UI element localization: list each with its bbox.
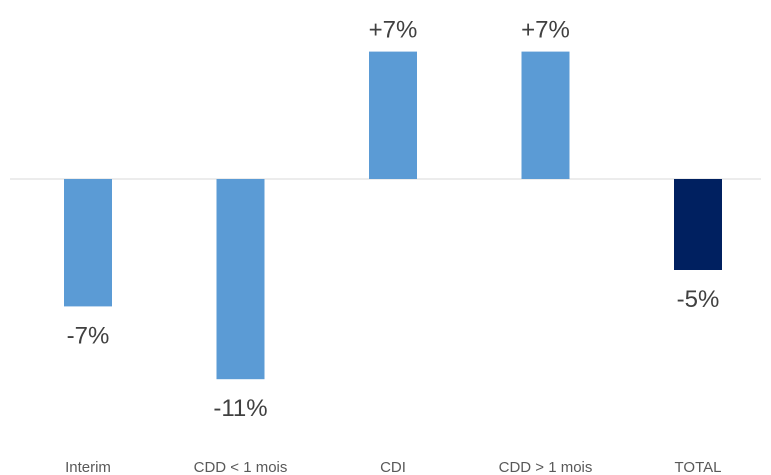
bar-cdi xyxy=(369,51,417,179)
data-label-interim: -7% xyxy=(67,322,110,349)
category-labels-group: Interim CDD < 1 mois CDI CDD > 1 mois TOTAL xyxy=(65,459,721,475)
data-label-cdd-1-mois: -11% xyxy=(213,395,267,422)
data-label-cdd-1-mois: +7% xyxy=(521,17,570,44)
category-label-cdi: CDI xyxy=(380,459,406,475)
category-label-cdd-1-mois: CDD < 1 mois xyxy=(194,459,288,475)
category-label-cdd-1-mois: CDD > 1 mois xyxy=(499,459,593,475)
bar-interim xyxy=(64,179,112,307)
bar-cdd-1-mois xyxy=(216,179,265,380)
category-label-interim: Interim xyxy=(65,459,111,475)
data-label-cdi: +7% xyxy=(369,17,418,44)
data-labels-group: -7% -11% +7% +7% -5% xyxy=(67,17,720,423)
category-label-total: TOTAL xyxy=(675,459,722,475)
bar-cdd-1-mois xyxy=(521,51,570,179)
bars-group xyxy=(64,51,722,380)
data-label-total: -5% xyxy=(677,286,720,313)
bar-total xyxy=(674,179,722,270)
